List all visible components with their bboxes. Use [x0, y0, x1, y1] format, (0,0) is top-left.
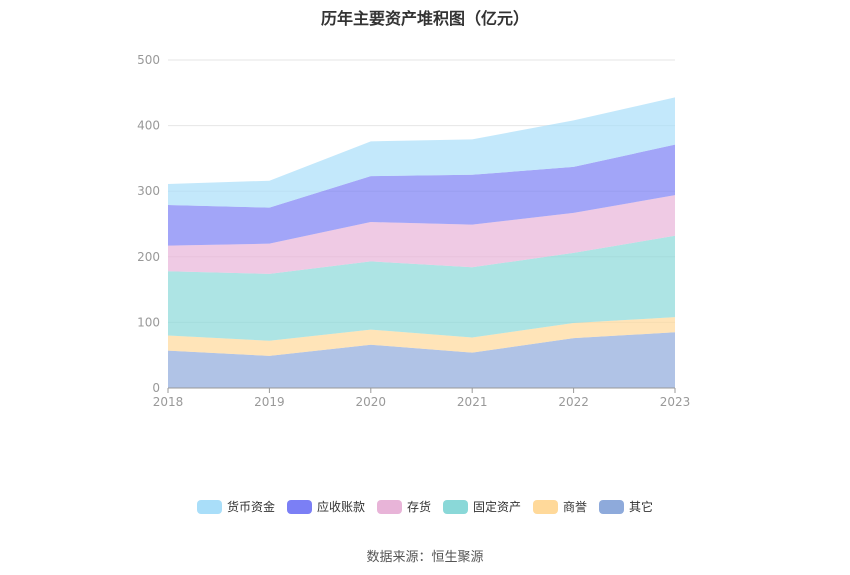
- area-series-5: [168, 97, 675, 208]
- area-series-4: [168, 144, 675, 246]
- y-tick-label: 100: [137, 315, 160, 329]
- area-series-2: [168, 235, 675, 341]
- legend-label: 固定资产: [473, 500, 522, 514]
- legend-label: 货币资金: [226, 500, 275, 514]
- legend-label: 商誉: [563, 500, 588, 514]
- y-tick-label: 0: [152, 381, 160, 395]
- x-tick-label: 2020: [356, 395, 387, 409]
- x-tick-label: 2022: [558, 395, 589, 409]
- legend-item[interactable]: 其它: [599, 498, 653, 515]
- y-tick-label: 300: [137, 184, 160, 198]
- legend-swatch: [286, 499, 312, 514]
- x-tick-label: 2023: [660, 395, 691, 409]
- legend-item[interactable]: 货币资金: [196, 498, 275, 515]
- legend-swatch: [443, 499, 468, 514]
- chart-title: 历年主要资产堆积图（亿元）: [320, 9, 529, 28]
- legend: 货币资金 应收账款 存货 固定资产 商誉 其它: [0, 498, 850, 515]
- y-tick-label: 400: [137, 119, 160, 133]
- x-tick-label: 2019: [254, 395, 285, 409]
- legend-swatch: [196, 499, 222, 514]
- area-series-1: [168, 317, 675, 356]
- legend-label: 其它: [629, 500, 654, 514]
- legend-swatch: [599, 499, 625, 514]
- legend-swatch: [533, 499, 559, 514]
- legend-swatch: [376, 499, 402, 514]
- legend-item[interactable]: 固定资产: [443, 498, 521, 515]
- legend-item[interactable]: 应收账款: [286, 498, 365, 515]
- data-source: 数据来源：恒生聚源: [366, 550, 484, 565]
- y-tick-label: 200: [137, 250, 160, 264]
- legend-item[interactable]: 商誉: [533, 498, 587, 515]
- x-tick-label: 2021: [457, 395, 488, 409]
- area-series-3: [168, 195, 675, 274]
- legend-item[interactable]: 存货: [376, 498, 431, 515]
- x-tick-label: 2018: [153, 395, 184, 409]
- legend-label: 应收账款: [316, 500, 365, 514]
- legend-label: 存货: [406, 500, 431, 514]
- area-series-0: [168, 332, 675, 388]
- y-tick-label: 500: [137, 53, 160, 67]
